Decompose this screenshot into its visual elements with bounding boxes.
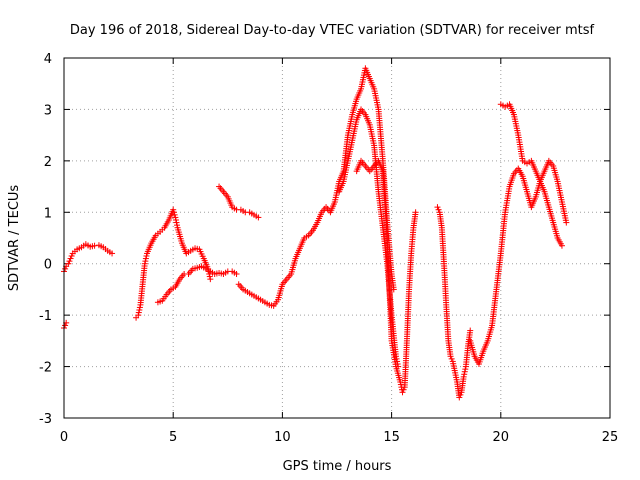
- data-point: [62, 265, 69, 272]
- data-point: [173, 219, 180, 226]
- data-point: [62, 322, 69, 329]
- data-point: [456, 394, 463, 401]
- data-point: [171, 211, 178, 218]
- plot-frame: [63, 57, 611, 419]
- data-point: [172, 217, 179, 223]
- data-point: [447, 353, 454, 360]
- y-axis-label: SDTVAR / TECUs: [7, 185, 22, 292]
- series-seg2: [61, 241, 116, 275]
- y-tick-label: -2: [39, 361, 52, 376]
- data-point: [68, 253, 75, 259]
- data-point: [467, 327, 474, 334]
- x-tick-label: 5: [169, 430, 177, 445]
- data-point: [135, 312, 142, 319]
- data-point: [400, 386, 407, 393]
- data-point: [170, 209, 177, 216]
- tick-labels: 0 5 10 15 20 25 -3 -2 -1 0 1 2 3 4: [39, 52, 618, 445]
- data-point: [397, 379, 404, 385]
- series-seg11: [497, 101, 565, 249]
- y-tick-label: 3: [44, 103, 52, 118]
- data-point: [461, 371, 468, 378]
- series-seg8: [353, 157, 419, 396]
- series-seg6: [235, 65, 397, 309]
- x-tick-label: 25: [602, 430, 619, 445]
- x-tick-label: 15: [383, 430, 400, 445]
- data-point: [448, 355, 455, 362]
- data-point: [233, 271, 240, 277]
- data-point: [206, 273, 213, 280]
- x-axis-label: GPS time / hours: [283, 459, 392, 474]
- series-seg5: [216, 183, 262, 221]
- data-points: [61, 65, 570, 401]
- data-point: [142, 255, 149, 262]
- data-point: [91, 242, 98, 249]
- y-tick-label: 0: [44, 258, 52, 273]
- data-point: [412, 209, 419, 216]
- y-tick-label: 2: [44, 155, 52, 170]
- data-point: [435, 206, 442, 213]
- data-point: [563, 219, 570, 226]
- data-point: [457, 391, 464, 398]
- data-point: [170, 206, 177, 213]
- data-point: [66, 258, 73, 265]
- data-point: [141, 260, 148, 267]
- y-tick-label: 4: [44, 52, 52, 67]
- data-point: [136, 307, 143, 313]
- series-seg3: [133, 206, 214, 321]
- data-point: [135, 309, 142, 316]
- data-point: [460, 373, 467, 380]
- data-point: [109, 250, 116, 257]
- data-point: [558, 242, 565, 249]
- data-point: [143, 253, 150, 259]
- grid-lines: [64, 58, 610, 418]
- x-tick-label: 10: [274, 430, 291, 445]
- data-point: [65, 260, 72, 267]
- y-tick-label: 1: [44, 206, 52, 221]
- data-point: [174, 222, 181, 229]
- data-point: [462, 366, 469, 373]
- data-point: [207, 276, 214, 283]
- data-point: [434, 204, 441, 211]
- y-tick-label: -1: [39, 309, 52, 324]
- series-seg9: [434, 204, 474, 401]
- series-seg4: [154, 263, 240, 306]
- data-point: [399, 389, 406, 396]
- x-tick-label: 20: [493, 430, 510, 445]
- x-tick-label: 0: [60, 430, 68, 445]
- data-point: [142, 258, 149, 265]
- data-point: [172, 214, 179, 221]
- data-point: [136, 304, 143, 311]
- data-point: [67, 255, 74, 262]
- chart-title: Day 196 of 2018, Sidereal Day-to-day VTE…: [70, 23, 595, 38]
- y-tick-label: -3: [39, 412, 52, 427]
- data-point: [255, 214, 262, 221]
- data-point: [461, 368, 468, 375]
- data-point: [206, 271, 213, 277]
